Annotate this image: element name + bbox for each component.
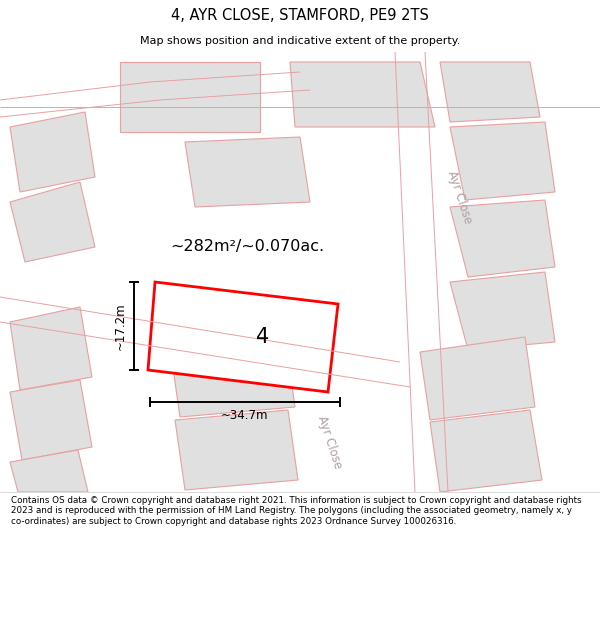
- Text: 4: 4: [256, 327, 269, 347]
- Text: ~34.7m: ~34.7m: [221, 409, 269, 422]
- Text: Ayr Close: Ayr Close: [316, 414, 344, 470]
- Polygon shape: [450, 200, 555, 277]
- Polygon shape: [120, 62, 260, 132]
- Polygon shape: [185, 137, 310, 207]
- Text: Map shows position and indicative extent of the property.: Map shows position and indicative extent…: [140, 36, 460, 46]
- Polygon shape: [10, 112, 95, 192]
- Text: 4, AYR CLOSE, STAMFORD, PE9 2TS: 4, AYR CLOSE, STAMFORD, PE9 2TS: [171, 8, 429, 23]
- Polygon shape: [420, 337, 535, 420]
- Polygon shape: [170, 337, 295, 417]
- Text: ~17.2m: ~17.2m: [113, 302, 127, 350]
- Polygon shape: [175, 410, 298, 490]
- Polygon shape: [10, 182, 95, 262]
- Text: ~282m²/~0.070ac.: ~282m²/~0.070ac.: [170, 239, 324, 254]
- Polygon shape: [290, 62, 435, 127]
- Polygon shape: [430, 410, 542, 492]
- Polygon shape: [148, 282, 338, 392]
- Polygon shape: [440, 62, 540, 122]
- Polygon shape: [10, 380, 92, 460]
- Text: Ayr Close: Ayr Close: [445, 169, 475, 225]
- Polygon shape: [450, 272, 555, 350]
- Text: Contains OS data © Crown copyright and database right 2021. This information is : Contains OS data © Crown copyright and d…: [11, 496, 581, 526]
- Polygon shape: [10, 307, 92, 390]
- Polygon shape: [450, 122, 555, 200]
- Polygon shape: [10, 450, 88, 492]
